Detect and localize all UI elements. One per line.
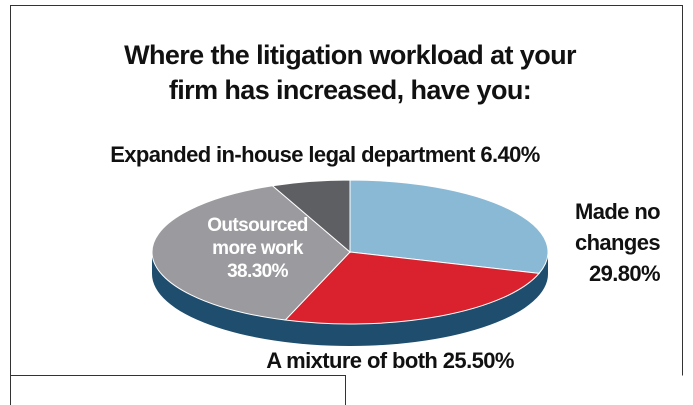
chart-title: Where the litigation workload at your fi… [124,40,576,105]
category-label: A mixture of both [266,348,438,373]
value-label: 25.50% [442,348,515,373]
pie-slice [151,185,351,321]
value-label: 29.80% [588,261,661,286]
category-label: Expanded in-house legal department [110,142,475,167]
pie-slice [349,179,549,274]
frame [10,5,683,405]
slice-label: Made no changes 29.80% [540,196,661,289]
category-label: Made no changes [574,199,661,255]
value-label: 6.40% [480,142,540,167]
pie-slice [271,179,351,254]
slice-label: A mixture of both 25.50% [180,347,600,375]
category-label: Outsourced more work [207,215,308,259]
slice-label: Outsourced more work 38.30% [200,214,315,283]
value-label: 38.30% [227,261,288,282]
pie-slice [284,251,541,325]
slice-label: Expanded in-house legal department 6.40% [40,141,610,169]
pie [151,179,549,346]
